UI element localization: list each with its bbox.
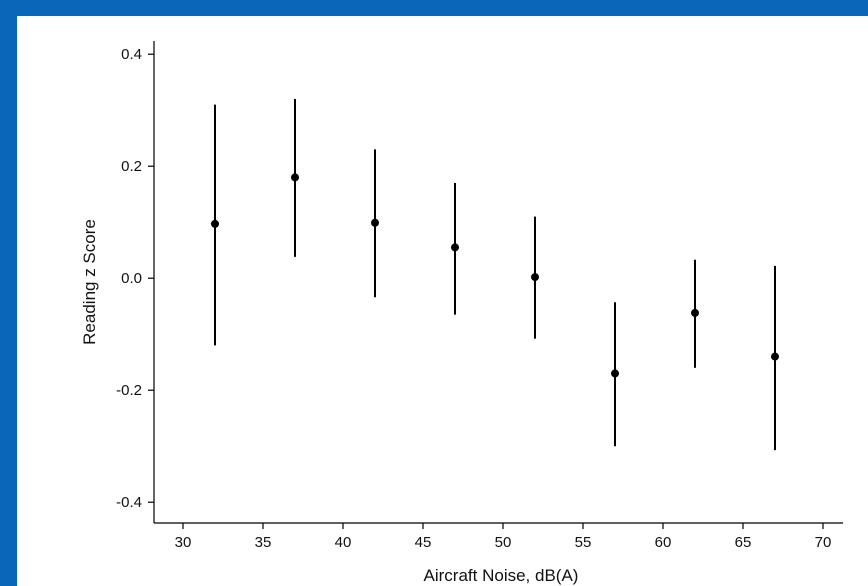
data-point [531, 273, 539, 282]
data-point [611, 369, 619, 378]
x-tick-label: 45 [415, 534, 432, 551]
y-tick-label: -0.4 [116, 494, 142, 511]
x-tick-label: 50 [495, 534, 512, 551]
data-point [451, 243, 459, 252]
data-point [371, 218, 379, 227]
y-tick-label: 0.2 [121, 158, 142, 175]
data-point [211, 219, 219, 228]
x-tick-label: 55 [575, 534, 592, 551]
x-tick-label: 65 [735, 534, 752, 551]
data-point [291, 173, 299, 182]
y-tick-label: 0.4 [121, 46, 142, 63]
x-tick-label: 60 [655, 534, 672, 551]
y-axis-title: Reading z Score [80, 219, 99, 345]
x-tick-label: 30 [175, 534, 192, 551]
data-point [771, 352, 779, 361]
x-tick-label: 35 [255, 534, 272, 551]
error-bars [214, 99, 776, 451]
data-point [691, 308, 699, 317]
y-tick-label: 0.0 [121, 270, 142, 287]
x-axis-title: Aircraft Noise, dB(A) [424, 566, 579, 585]
x-tick-label: 70 [815, 534, 832, 551]
chart: 30 35 40 45 50 55 60 65 70 -0.4 -0.2 0.0 0.2 0.4 Airc… [80, 41, 843, 585]
chart-panel: 30 35 40 45 50 55 60 65 70 -0.4 -0.2 0.0 0.2 0.4 Airc… [17, 16, 868, 586]
x-tick-label: 40 [335, 534, 352, 551]
y-tick-label: -0.2 [116, 382, 142, 399]
axes: 30 35 40 45 50 55 60 65 70 -0.4 -0.2 0.0 0.2 0.4 [116, 41, 843, 551]
data-points [211, 173, 779, 378]
